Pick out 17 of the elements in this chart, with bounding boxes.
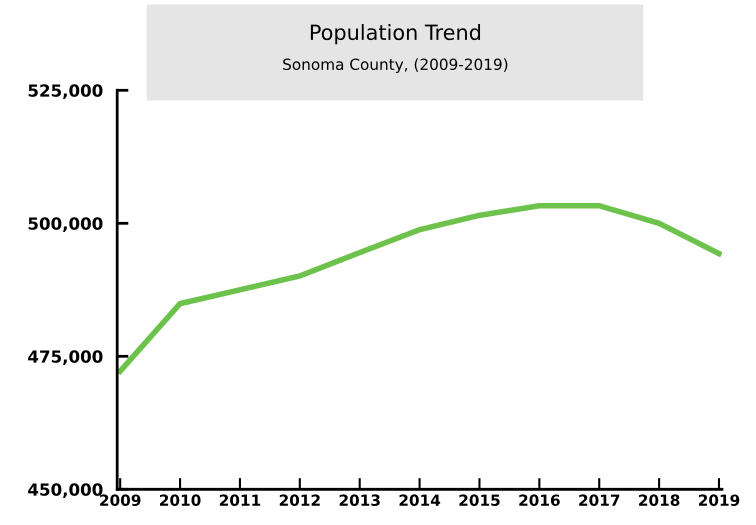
y-tick-label: 525,000 <box>28 84 102 99</box>
x-tick-label: 2013 <box>340 494 380 506</box>
x-tick-label: 2019 <box>698 494 740 506</box>
x-tick-label: 2009 <box>100 494 140 506</box>
chart-subtitle: Sonoma County, (2009-2019) <box>283 58 508 74</box>
x-tick-label: 2012 <box>280 494 320 506</box>
x-tick-label: 2018 <box>639 494 680 506</box>
y-tick-label: 500,000 <box>28 217 102 232</box>
x-tick-label: 2016 <box>519 494 560 506</box>
chart-title: Population Trend <box>310 24 480 44</box>
x-tick-label: 2017 <box>579 494 620 506</box>
x-tick-label: 2015 <box>459 494 500 506</box>
x-tick-label: 2011 <box>220 494 260 506</box>
x-tick-label: 2010 <box>160 494 201 506</box>
y-tick-label: 475,000 <box>28 350 102 365</box>
y-tick-label: 450,000 <box>28 483 102 498</box>
x-tick-label: 2014 <box>400 494 440 506</box>
